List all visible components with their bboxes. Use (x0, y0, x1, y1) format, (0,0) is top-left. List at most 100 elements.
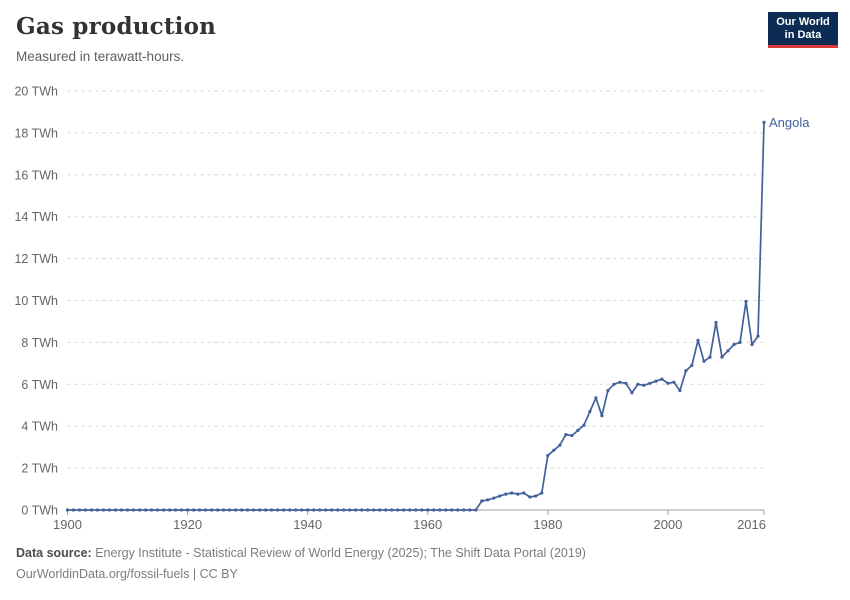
owid-logo[interactable]: Our World in Data (768, 12, 838, 48)
data-point-marker[interactable] (630, 391, 634, 395)
line-series-angola[interactable]: Angola (65, 115, 810, 512)
data-point-marker[interactable] (474, 508, 478, 512)
data-point-marker[interactable] (642, 383, 646, 387)
data-point-marker[interactable] (186, 508, 190, 512)
data-point-marker[interactable] (756, 334, 760, 338)
data-point-marker[interactable] (684, 369, 688, 373)
data-point-marker[interactable] (582, 423, 586, 427)
data-point-marker[interactable] (113, 508, 118, 512)
data-point-marker[interactable] (306, 508, 310, 512)
data-point-marker[interactable] (702, 359, 706, 363)
data-point-marker[interactable] (552, 448, 556, 452)
data-point-marker[interactable] (180, 508, 184, 512)
data-point-marker[interactable] (600, 414, 604, 418)
data-point-marker[interactable] (714, 320, 718, 325)
data-point-marker[interactable] (282, 508, 286, 512)
data-point-marker[interactable] (222, 508, 226, 512)
data-point-marker[interactable] (468, 508, 472, 512)
data-point-marker[interactable] (318, 508, 322, 512)
data-point-marker[interactable] (510, 491, 514, 495)
data-point-marker[interactable] (300, 508, 304, 512)
data-point-marker[interactable] (648, 381, 652, 385)
data-point-marker[interactable] (396, 508, 400, 512)
data-point-marker[interactable] (534, 494, 538, 498)
data-point-marker[interactable] (330, 508, 334, 512)
data-point-marker[interactable] (726, 349, 730, 353)
data-point-marker[interactable] (252, 508, 256, 512)
data-point-marker[interactable] (750, 342, 754, 347)
data-point-marker[interactable] (71, 508, 76, 512)
data-point-marker[interactable] (216, 508, 220, 512)
data-point-marker[interactable] (576, 428, 580, 432)
data-point-marker[interactable] (168, 508, 172, 512)
data-point-marker[interactable] (744, 299, 748, 304)
data-point-marker[interactable] (480, 499, 484, 503)
data-point-marker[interactable] (570, 434, 574, 438)
data-point-marker[interactable] (234, 508, 238, 512)
data-point-marker[interactable] (125, 508, 130, 512)
data-point-marker[interactable] (690, 363, 694, 367)
data-point-marker[interactable] (198, 508, 202, 512)
data-point-marker[interactable] (77, 508, 82, 512)
data-point-marker[interactable] (372, 508, 376, 512)
data-point-marker[interactable] (162, 508, 166, 512)
data-point-marker[interactable] (348, 508, 352, 512)
data-point-marker[interactable] (546, 453, 550, 458)
data-point-marker[interactable] (732, 342, 736, 347)
data-point-marker[interactable] (342, 508, 346, 512)
data-point-marker[interactable] (624, 381, 628, 385)
data-point-marker[interactable] (174, 508, 178, 512)
data-point-marker[interactable] (210, 508, 214, 512)
data-point-marker[interactable] (95, 508, 100, 512)
data-point-marker[interactable] (138, 508, 142, 512)
data-point-marker[interactable] (426, 508, 430, 512)
data-point-marker[interactable] (516, 492, 520, 496)
data-point-marker[interactable] (612, 382, 616, 386)
data-point-marker[interactable] (528, 495, 532, 499)
data-point-marker[interactable] (83, 508, 88, 512)
data-point-marker[interactable] (288, 508, 292, 512)
data-point-marker[interactable] (654, 379, 658, 383)
data-point-marker[interactable] (738, 340, 742, 344)
data-point-marker[interactable] (276, 508, 280, 512)
data-point-marker[interactable] (408, 508, 412, 512)
data-point-marker[interactable] (258, 508, 262, 512)
data-point-marker[interactable] (294, 508, 298, 512)
data-point-marker[interactable] (432, 508, 436, 512)
data-point-marker[interactable] (144, 508, 148, 512)
data-point-marker[interactable] (65, 508, 70, 512)
data-point-marker[interactable] (402, 508, 406, 512)
data-point-marker[interactable] (366, 508, 370, 512)
data-point-marker[interactable] (414, 508, 418, 512)
data-point-marker[interactable] (678, 389, 682, 393)
data-point-marker[interactable] (762, 120, 766, 124)
data-point-marker[interactable] (492, 496, 496, 500)
data-point-marker[interactable] (498, 494, 502, 498)
data-point-marker[interactable] (324, 508, 328, 512)
data-point-marker[interactable] (438, 508, 442, 512)
data-point-marker[interactable] (564, 433, 568, 437)
data-point-marker[interactable] (504, 492, 508, 496)
data-point-marker[interactable] (618, 380, 622, 384)
data-point-marker[interactable] (228, 508, 232, 512)
data-point-marker[interactable] (420, 508, 424, 512)
data-point-marker[interactable] (486, 498, 490, 502)
data-point-marker[interactable] (444, 508, 448, 512)
data-point-marker[interactable] (360, 508, 364, 512)
data-point-marker[interactable] (150, 508, 154, 512)
data-point-marker[interactable] (720, 355, 724, 359)
data-point-marker[interactable] (450, 508, 454, 512)
data-point-marker[interactable] (270, 508, 274, 512)
attribution-line[interactable]: OurWorldinData.org/fossil-fuels | CC BY (16, 567, 238, 581)
data-point-marker[interactable] (384, 508, 388, 512)
data-point-marker[interactable] (131, 508, 136, 512)
data-point-marker[interactable] (312, 508, 316, 512)
data-point-marker[interactable] (107, 508, 112, 512)
data-point-marker[interactable] (588, 409, 592, 414)
data-point-marker[interactable] (522, 491, 526, 495)
data-point-marker[interactable] (462, 508, 466, 512)
data-point-marker[interactable] (558, 443, 562, 447)
data-point-marker[interactable] (204, 508, 208, 512)
data-point-marker[interactable] (606, 389, 610, 393)
data-point-marker[interactable] (636, 382, 640, 386)
